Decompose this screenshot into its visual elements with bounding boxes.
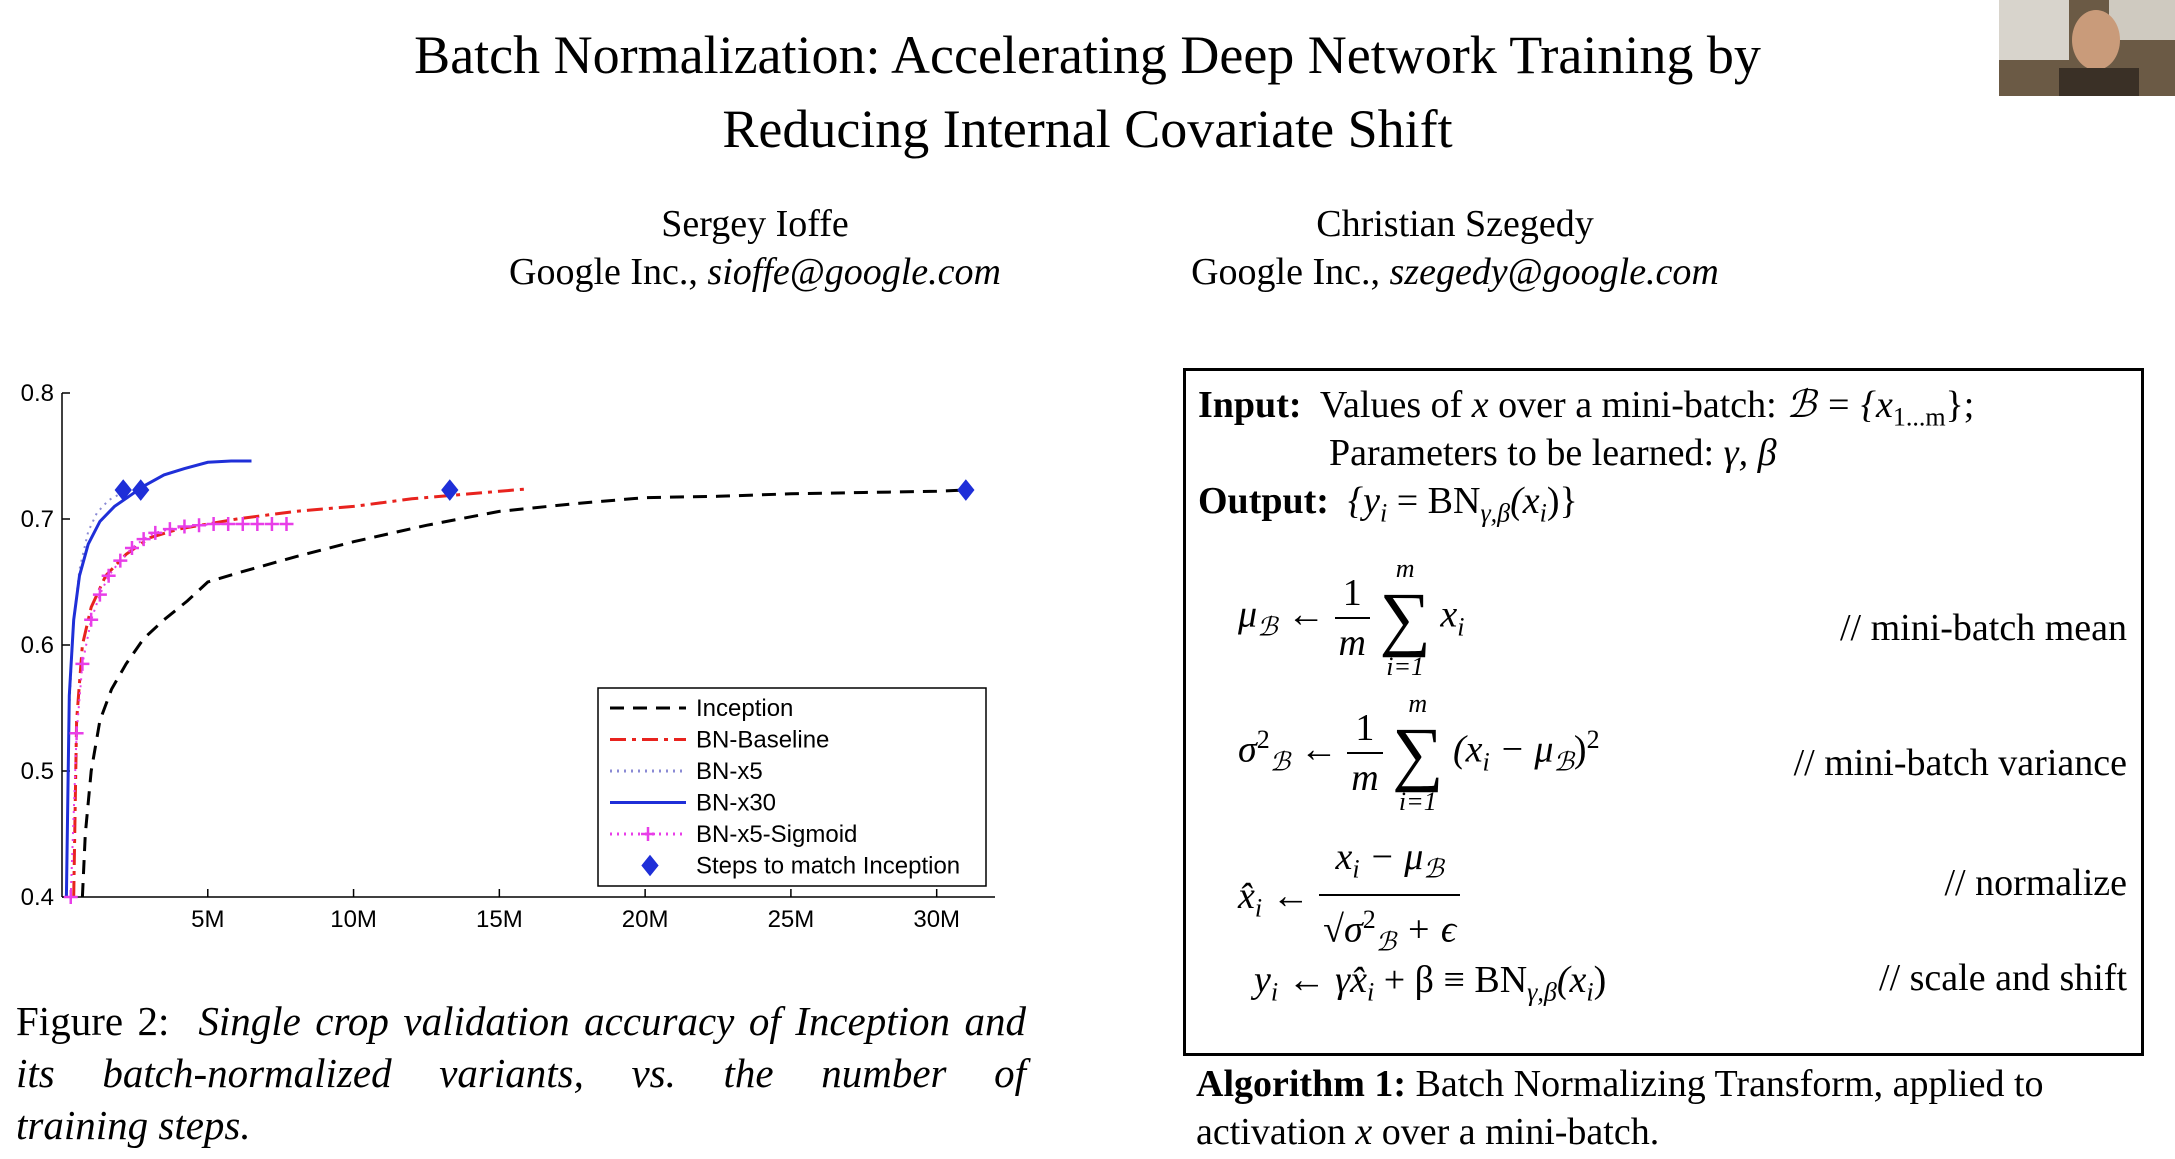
author-name: Christian Szegedy	[1316, 203, 1594, 245]
author-block: Sergey Ioffe Google Inc., sioffe@google.…	[430, 200, 1080, 296]
steps-to-match-marker	[957, 479, 975, 501]
algo-input-line: Input: Values of x over a mini-batch: ℬ …	[1198, 384, 1975, 432]
sigmoid-plus-marker	[206, 517, 221, 532]
sigmoid-plus-marker	[235, 517, 250, 532]
legend-label-inception: Inception	[696, 695, 793, 722]
sigmoid-plus-marker	[124, 540, 139, 555]
x-tick-label: 5M	[191, 906, 224, 933]
author-affiliation: Google Inc.,	[1191, 251, 1380, 293]
author-email: sioffe@google.com	[707, 251, 1001, 293]
algo-params-line: Parameters to be learned: γ, β	[1329, 432, 1777, 474]
paper-title: Batch Normalization: Accelerating Deep N…	[0, 18, 2175, 166]
caption-line-2: and its batch-normalized variants, vs. t…	[16, 998, 1026, 1096]
presenter-webcam-icon	[1999, 0, 2175, 96]
sigmoid-plus-marker	[192, 518, 207, 533]
series-line-bn-x5	[65, 489, 124, 898]
variance-comment: // mini-batch variance	[1793, 742, 2127, 784]
algorithm-box: Input: Values of x over a mini-batch: ℬ …	[1183, 368, 2144, 1056]
caption-line-3: training steps.	[16, 1102, 251, 1148]
y-tick-label: 0.5	[21, 758, 54, 785]
series-line-inception	[80, 488, 966, 898]
series-line-bn-baseline	[72, 487, 529, 898]
author-affiliation: Google Inc.,	[509, 251, 698, 293]
legend-label-steps-to-match-inception: Steps to match Inception	[696, 853, 960, 880]
steps-to-match-marker	[114, 479, 132, 501]
algo-output-line: Output: {yi = BNγ,β(xi)}	[1198, 480, 1578, 528]
y-tick-label: 0.6	[21, 632, 54, 659]
sigmoid-plus-marker	[279, 517, 294, 532]
sigmoid-plus-marker	[63, 890, 78, 904]
figure-caption: Figure 2: Single crop validation accurac…	[16, 995, 1026, 1151]
normalize-equation: x̂i ← xi − μℬ √σ2ℬ + ϵ	[1238, 833, 1461, 966]
x-tick-label: 25M	[768, 906, 815, 933]
y-tick-label: 0.8	[21, 380, 54, 407]
sigmoid-plus-marker	[75, 656, 90, 671]
accuracy-chart: 0.4 0.5 0.6 0.7 0.8 5M 10M 15M 20M 25M 30M Inceptio…	[21, 380, 995, 933]
legend-box	[597, 687, 987, 887]
sigmoid-plus-marker	[113, 553, 128, 568]
x-tick-label: 15M	[476, 906, 523, 933]
algorithm-caption: Algorithm 1: Batch Normalizing Transform…	[1196, 1063, 2044, 1153]
sigmoid-plus-marker	[221, 517, 236, 532]
series-line-bn-x30	[64, 459, 252, 898]
title-line-2: Reducing Internal Covariate Shift	[722, 99, 1453, 159]
algorithm-label: Algorithm 1:	[1196, 1063, 1407, 1105]
legend-label-bn-x30: BN-x30	[696, 790, 776, 817]
x-tick-label: 20M	[622, 906, 669, 933]
scale-shift-comment: // scale and shift	[1879, 957, 2127, 999]
sigmoid-plus-marker	[177, 519, 192, 534]
sigmoid-plus-marker	[148, 525, 163, 540]
caption-line-1: Single crop validation accuracy of Incep…	[198, 998, 951, 1044]
x-tick-label: 30M	[913, 906, 960, 933]
legend-label-bn-baseline: BN-Baseline	[696, 727, 829, 754]
legend-label-bn-x5-sigmoid: BN-x5-Sigmoid	[696, 821, 857, 848]
author-email: szegedy@google.com	[1389, 251, 1719, 293]
y-tick-label: 0.4	[21, 884, 54, 911]
y-tick-label: 0.7	[21, 506, 54, 533]
legend-marker-steps-to-match-inception	[641, 854, 659, 877]
sigmoid-plus-marker	[101, 568, 116, 583]
author-name: Sergey Ioffe	[661, 203, 849, 245]
legend-label-bn-x5: BN-x5	[696, 758, 763, 785]
scale-shift-equation: yi ← γx̂i + β ≡ BNγ,β(xi)	[1254, 959, 1607, 1007]
x-tick-label: 10M	[330, 906, 377, 933]
sigmoid-plus-marker	[136, 532, 151, 547]
normalize-comment: // normalize	[1944, 862, 2127, 904]
sigmoid-plus-marker	[92, 587, 107, 602]
figure-label: Figure 2:	[16, 998, 170, 1044]
mean-comment: // mini-batch mean	[1839, 607, 2127, 649]
title-line-1: Batch Normalization: Accelerating Deep N…	[414, 25, 1761, 85]
author-block: Christian Szegedy Google Inc., szegedy@g…	[1100, 200, 1810, 296]
sigmoid-plus-marker	[84, 612, 99, 627]
steps-to-match-marker	[441, 479, 459, 501]
legend-marker-bn-x5-sigmoid	[641, 827, 655, 841]
sigmoid-plus-marker	[250, 517, 265, 532]
sigmoid-plus-marker	[162, 522, 177, 537]
sigmoid-plus-marker	[69, 726, 84, 741]
sigmoid-plus-marker	[264, 517, 279, 532]
steps-to-match-marker	[132, 479, 150, 501]
